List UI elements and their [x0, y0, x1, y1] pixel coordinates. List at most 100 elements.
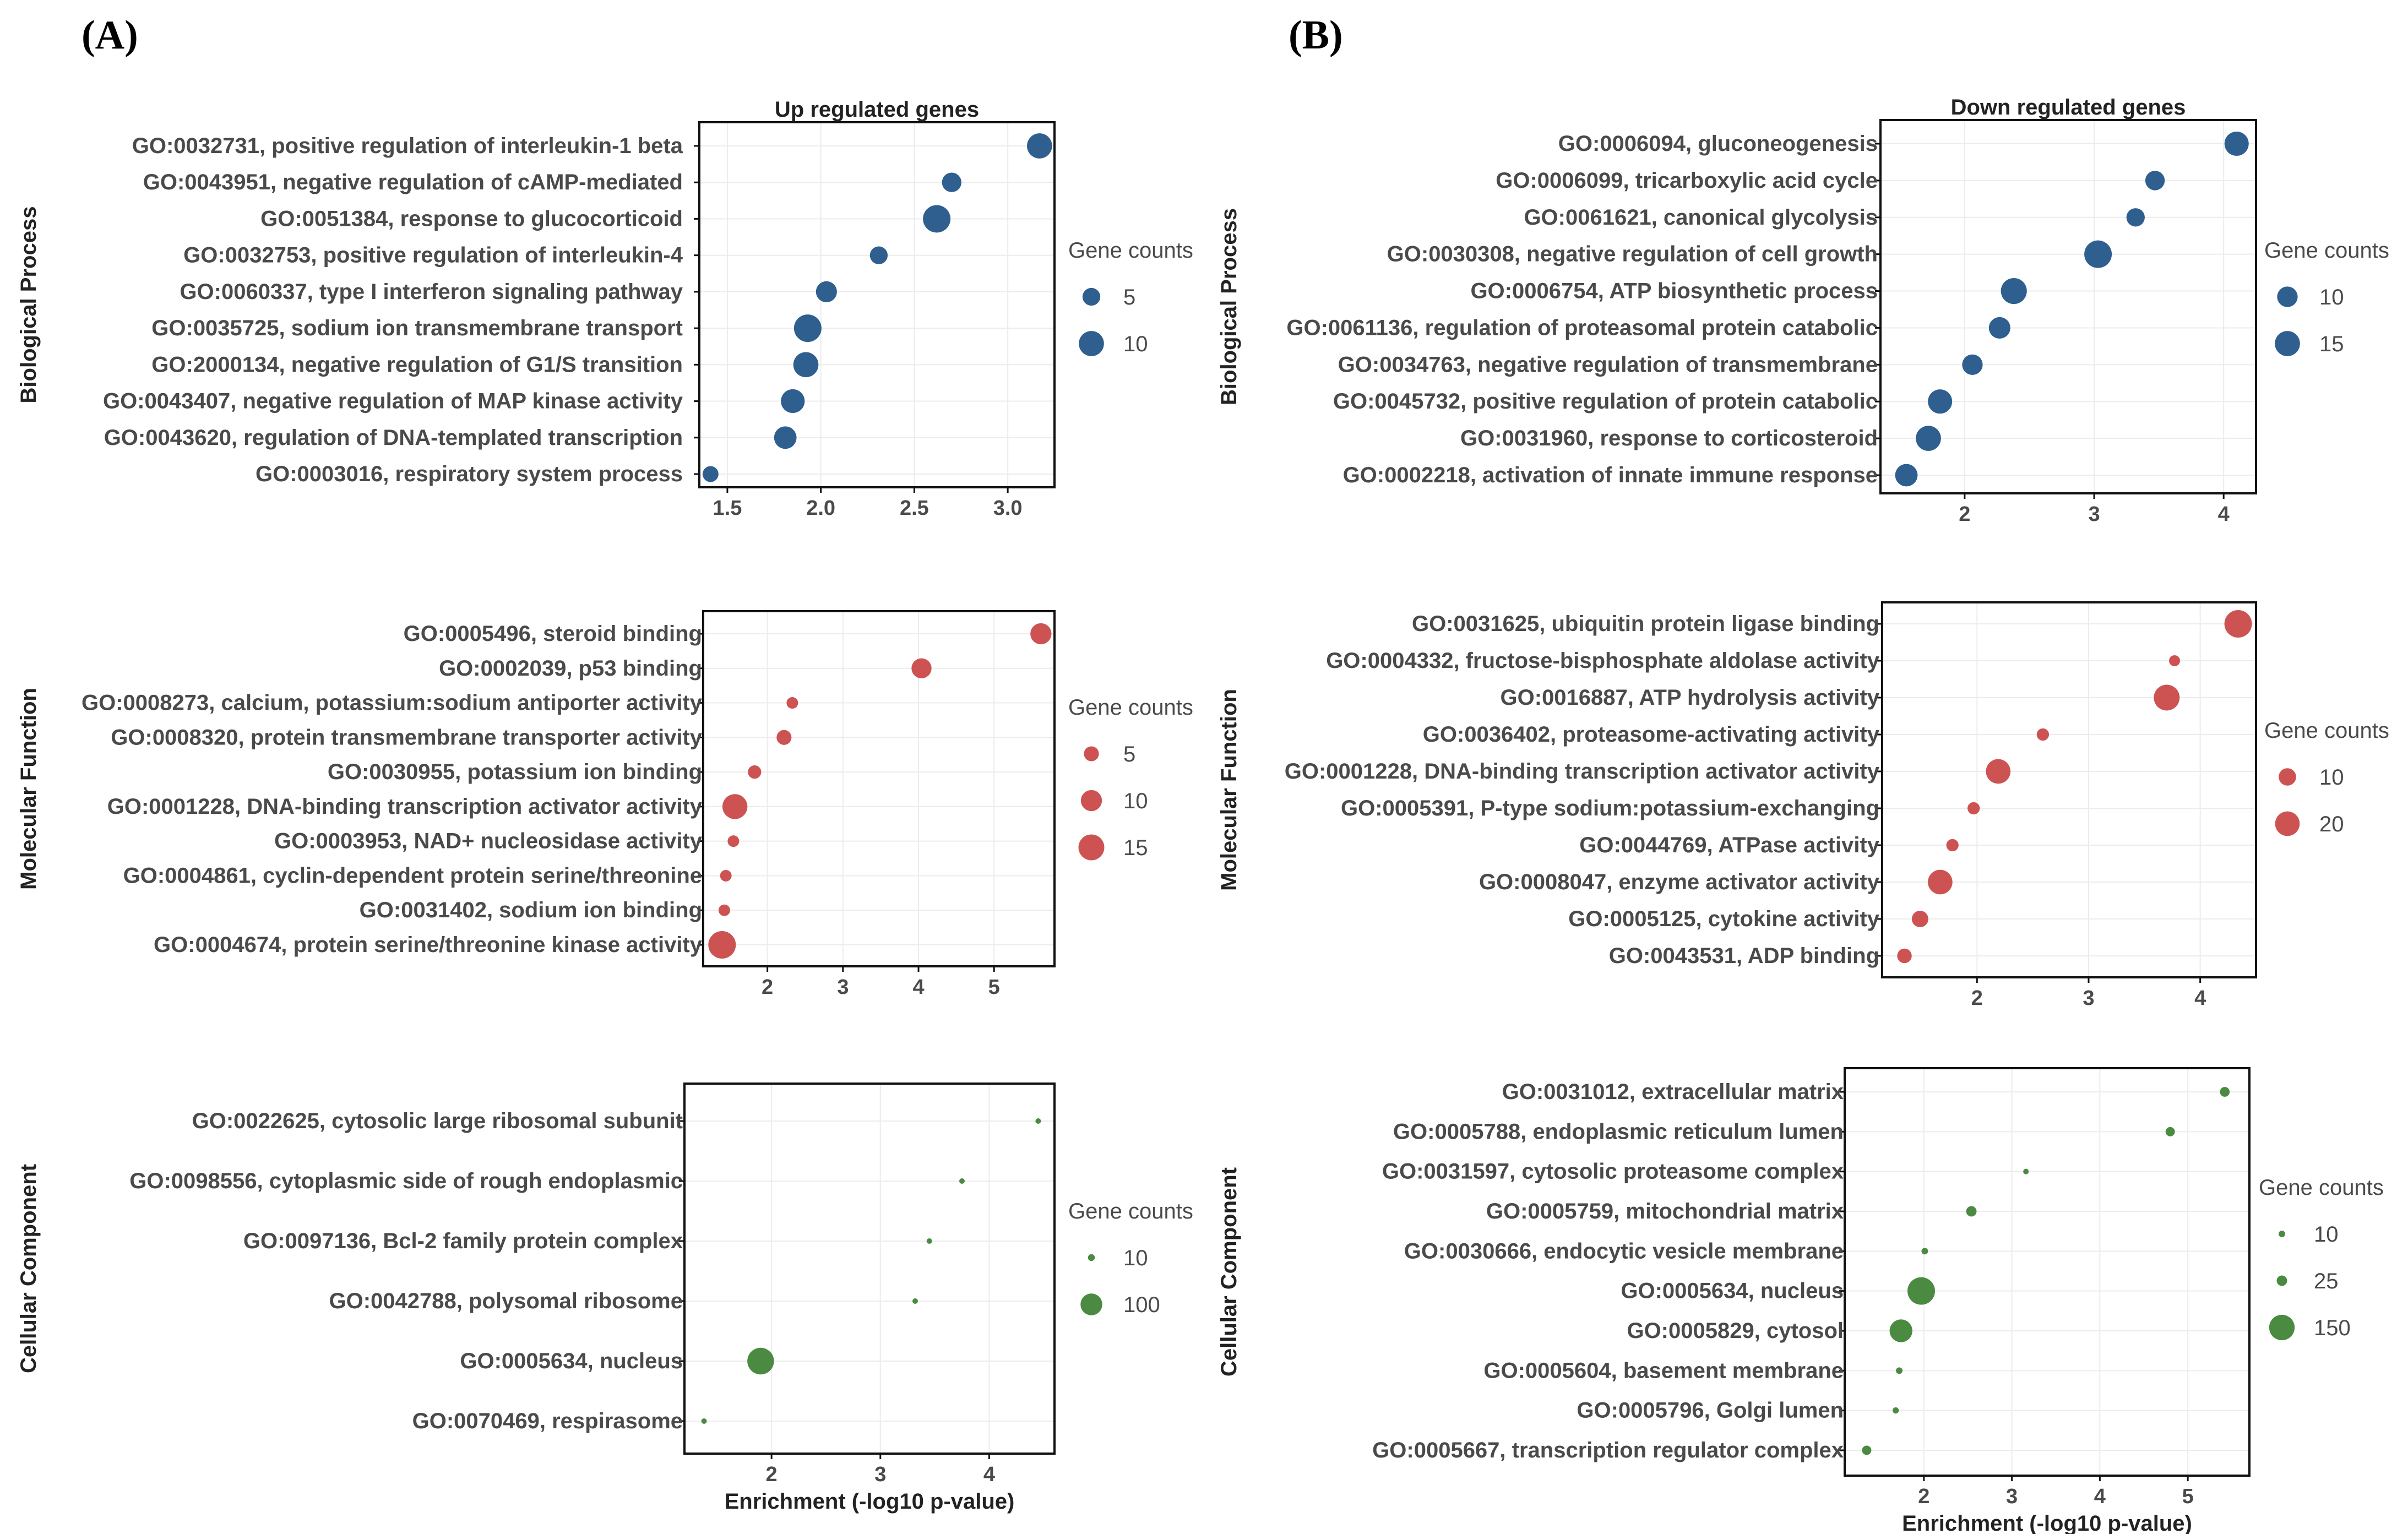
legend-swatch	[2276, 1275, 2287, 1286]
go-term-label: GO:0002218, activation of innate immune …	[1343, 463, 1878, 487]
data-point	[1893, 1407, 1899, 1414]
go-term-label: GO:0003016, respiratory system process	[256, 462, 683, 486]
plot-frame	[683, 1082, 1056, 1455]
go-term-label: GO:0036402, proteasome-activating activi…	[1423, 722, 1880, 747]
go-term-label: GO:0001228, DNA-binding transcription ac…	[1285, 759, 1880, 784]
legend-label: 20	[2319, 812, 2344, 836]
data-point	[1907, 1277, 1936, 1305]
go-term-label: GO:0045732, positive regulation of prote…	[1333, 389, 1878, 414]
x-tick-label: 2.0	[806, 497, 835, 520]
x-tick-label: 3	[2088, 503, 2100, 526]
data-point	[747, 1347, 774, 1375]
legend-swatch	[2275, 811, 2300, 836]
legend-swatch	[2279, 1231, 2285, 1237]
x-tick-label: 2	[766, 1463, 778, 1486]
go-term-label: GO:0005634, nucleus	[460, 1349, 683, 1373]
go-term-label: GO:0005759, mitochondrial matrix	[1486, 1199, 1844, 1223]
chart-a-mf: Molecular Function 2 3 4 5 GO:0005496, steroi…	[17, 610, 1193, 999]
y-axis-label: Molecular Function	[1217, 689, 1241, 891]
x-tick-label: 3	[837, 976, 849, 999]
legend-swatch	[1078, 834, 1105, 861]
data-point	[2001, 278, 2027, 304]
go-term-label: GO:0043951, negative regulation of cAMP-…	[143, 170, 683, 194]
data-point	[926, 1238, 932, 1244]
go-term-label: GO:0005788, endoplasmic reticulum lumen	[1393, 1119, 1844, 1144]
plot-frame	[1879, 119, 2257, 494]
go-term-label: GO:0004332, fructose-bisphosphate aldola…	[1326, 649, 1880, 673]
legend-swatch	[1082, 287, 1101, 306]
y-axis-label: Biological Process	[17, 206, 41, 404]
legend-label: 15	[2319, 332, 2344, 356]
data-point	[816, 281, 837, 302]
x-tick-label: 2	[1971, 987, 1983, 1010]
data-point	[911, 658, 932, 678]
x-tick-label: 3	[874, 1463, 886, 1486]
go-term-label: GO:0031012, extracellular matrix	[1502, 1080, 1844, 1104]
legend-swatch	[1080, 1293, 1102, 1315]
go-term-label: GO:0016887, ATP hydrolysis activity	[1501, 686, 1880, 710]
legend-swatch	[2275, 331, 2300, 356]
chart-title: Down regulated genes	[1951, 95, 2186, 119]
go-term-label: GO:0031597, cytosolic proteasome complex	[1382, 1160, 1844, 1184]
data-point	[1916, 426, 1941, 451]
data-point	[959, 1178, 965, 1184]
data-point	[923, 205, 951, 233]
data-point	[1966, 1206, 1977, 1217]
data-point	[1988, 317, 2010, 339]
go-term-label: GO:0006099, tricarboxylic acid cycle	[1496, 168, 1878, 193]
legend-swatch	[1079, 331, 1104, 356]
x-tick-label: 3	[2006, 1485, 2018, 1508]
data-point	[781, 389, 805, 414]
go-term-label: GO:0004861, cyclin-dependent protein ser…	[123, 863, 702, 888]
go-term-label: GO:0061621, canonical glycolysis	[1524, 205, 1878, 230]
data-point	[1897, 948, 1912, 964]
go-term-label: GO:0044769, ATPase activity	[1579, 833, 1880, 857]
data-point	[1030, 623, 1052, 645]
data-point	[2084, 240, 2112, 268]
panel-label-b: (B)	[1289, 13, 1343, 58]
go-term-label: GO:0001228, DNA-binding transcription ac…	[107, 795, 703, 819]
go-term-label: GO:0034763, negative regulation of trans…	[1338, 352, 1878, 377]
legend-swatch	[1088, 1254, 1095, 1261]
go-term-label: GO:0008047, enzyme activator activity	[1479, 870, 1880, 894]
go-term-label: GO:0005634, nucleus	[1621, 1279, 1844, 1303]
x-tick-label: 2.5	[900, 497, 929, 520]
go-term-label: GO:0002039, p53 binding	[439, 656, 702, 681]
data-point	[1967, 802, 1980, 815]
legend-label: 10	[2314, 1222, 2339, 1247]
x-tick-label: 5	[988, 976, 1000, 999]
data-point	[2165, 1127, 2175, 1136]
data-point	[2145, 171, 2165, 191]
data-point	[702, 466, 719, 482]
data-point	[912, 1298, 918, 1304]
data-point	[2169, 655, 2181, 666]
legend-label: 10	[1123, 332, 1148, 356]
y-axis-label: Cellular Component	[17, 1164, 41, 1373]
chart-title: Up regulated genes	[775, 97, 979, 122]
data-point	[1921, 1248, 1928, 1255]
plot-frame	[1844, 1067, 2251, 1477]
x-tick-label: 2	[1918, 1485, 1929, 1508]
data-point	[2224, 610, 2252, 638]
data-point	[2036, 728, 2050, 741]
x-tick-label: 3.0	[993, 497, 1023, 520]
chart-a-cc: Cellular Component 2 3 4 Enrichment (-log10 …	[17, 1082, 1193, 1514]
data-point	[701, 1418, 707, 1424]
go-term-label: GO:0032731, positive regulation of inter…	[132, 134, 683, 158]
go-term-label: GO:0031625, ubiquitin protein ligase bin…	[1412, 612, 1879, 636]
go-term-label: GO:0003953, NAD+ nucleosidase activity	[274, 829, 703, 853]
data-point	[869, 246, 888, 264]
y-axis-label: Biological Process	[1217, 208, 1241, 405]
legend-title: Gene counts	[2264, 238, 2389, 263]
legend-label: 10	[2319, 765, 2344, 790]
legend-title: Gene counts	[2259, 1176, 2384, 1200]
legend-swatch	[1084, 746, 1099, 761]
go-term-label: GO:0005125, cytokine activity	[1568, 907, 1880, 931]
data-point	[1911, 911, 1928, 927]
panel-label-a: (A)	[81, 13, 138, 58]
go-term-label: GO:0008273, calcium, potassium:sodium an…	[81, 691, 703, 715]
data-point	[1862, 1445, 1872, 1455]
go-term-label: GO:0005391, P-type sodium:potassium-exch…	[1341, 796, 1879, 820]
legend-swatch	[2277, 286, 2298, 307]
x-tick-label: 4	[2194, 987, 2206, 1010]
